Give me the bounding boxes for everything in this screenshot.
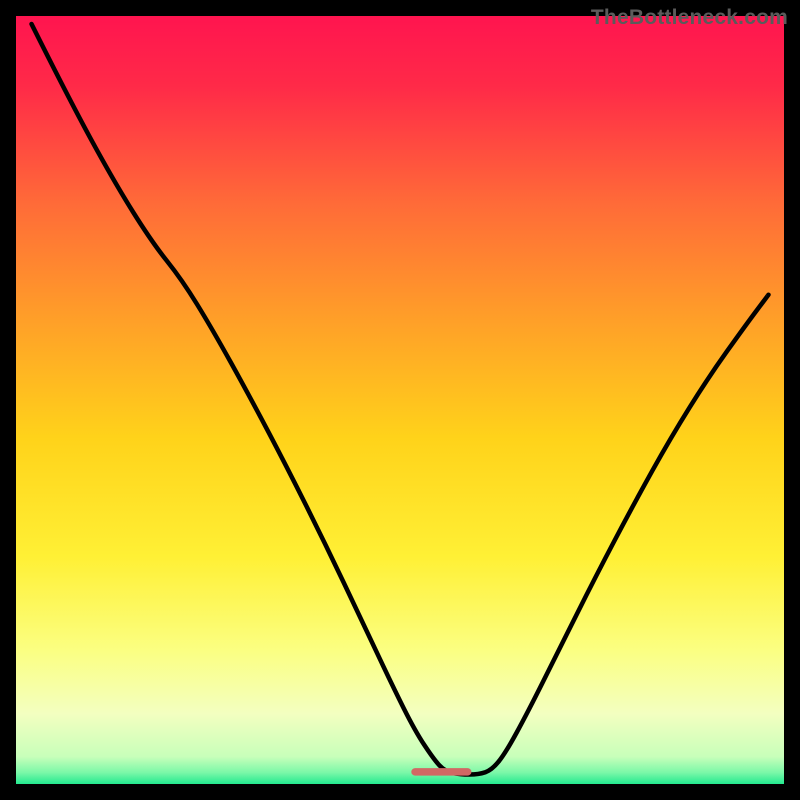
watermark-label: TheBottleneck.com [591,6,788,30]
bottleneck-chart: TheBottleneck.com [0,0,800,800]
chart-border [0,0,800,800]
